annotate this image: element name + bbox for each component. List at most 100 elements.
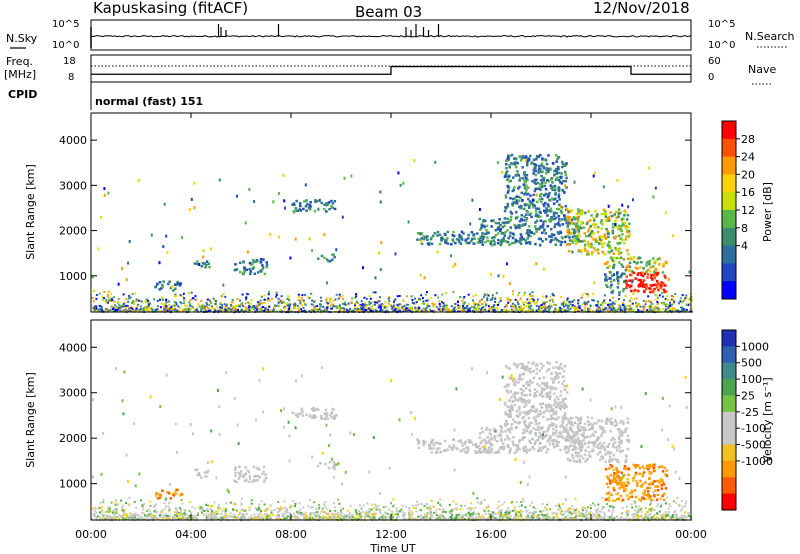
echo-cell bbox=[508, 154, 512, 158]
echo-cell bbox=[414, 302, 417, 305]
echo-cell bbox=[558, 503, 561, 506]
echo-cell bbox=[245, 307, 248, 310]
echo-cell bbox=[481, 232, 484, 235]
echo-cell bbox=[190, 197, 193, 201]
echo-cell bbox=[538, 517, 541, 520]
echo-cell bbox=[544, 188, 548, 191]
echo-cell bbox=[572, 508, 575, 511]
echo-cell bbox=[574, 517, 577, 520]
echo-cell bbox=[518, 155, 522, 158]
colorbar-cell bbox=[722, 192, 736, 211]
echo-cell bbox=[529, 154, 532, 158]
echo-cell bbox=[518, 511, 521, 514]
echo-cell bbox=[493, 243, 496, 246]
echo-cell bbox=[348, 309, 351, 312]
echo-cell bbox=[667, 277, 670, 281]
echo-cell bbox=[608, 245, 611, 249]
echo-cell bbox=[503, 224, 506, 227]
echo-cell bbox=[681, 308, 684, 311]
echo-cell bbox=[539, 510, 542, 513]
echo-cell bbox=[663, 290, 666, 294]
echo-cell bbox=[165, 306, 168, 309]
echo-cell bbox=[136, 308, 139, 311]
echo-cell bbox=[519, 298, 522, 301]
echo-cell bbox=[329, 301, 332, 304]
echo-cell bbox=[180, 511, 183, 514]
echo-cell bbox=[577, 238, 580, 242]
echo-cell bbox=[413, 159, 416, 162]
echo-cell bbox=[636, 508, 639, 511]
echo-cell bbox=[522, 306, 525, 309]
echo-cell bbox=[332, 517, 335, 520]
echo-cell bbox=[174, 287, 177, 290]
echo-cell bbox=[444, 308, 446, 311]
echo-cell bbox=[654, 186, 657, 190]
echo-cell bbox=[379, 200, 382, 204]
echo-cell bbox=[561, 502, 564, 505]
echo-cell bbox=[574, 509, 577, 512]
echo-cell bbox=[605, 518, 608, 521]
echo-cell bbox=[603, 233, 607, 236]
echo-cell bbox=[412, 506, 415, 509]
echo-cell bbox=[326, 302, 329, 305]
echo-cell bbox=[598, 515, 601, 518]
echo-cell bbox=[487, 510, 490, 512]
echo-cell bbox=[288, 299, 291, 302]
echo-cell bbox=[292, 500, 295, 502]
echo-cell bbox=[116, 307, 119, 310]
echo-cell bbox=[600, 516, 603, 519]
echo-cell bbox=[610, 309, 613, 311]
echo-cell bbox=[662, 517, 665, 520]
echo-cell bbox=[416, 307, 419, 310]
echo-cell bbox=[587, 210, 590, 214]
echo-cell bbox=[488, 518, 491, 521]
echo-cell bbox=[658, 309, 661, 312]
echo-cell bbox=[473, 237, 476, 240]
echo-cell bbox=[461, 516, 464, 519]
echo-cell bbox=[245, 513, 248, 515]
echo-cell bbox=[506, 299, 509, 302]
echo-cell bbox=[111, 308, 114, 310]
echo-cell bbox=[480, 240, 483, 244]
echo-cell bbox=[534, 182, 537, 185]
echo-cell bbox=[509, 210, 512, 214]
echo-cell bbox=[397, 513, 400, 516]
echo-cell bbox=[626, 225, 630, 229]
echo-cell bbox=[649, 304, 652, 307]
echo-cell bbox=[443, 304, 446, 307]
echo-cell bbox=[534, 507, 537, 510]
echo-cell bbox=[212, 297, 215, 300]
echo-cell bbox=[642, 284, 646, 287]
echo-cell bbox=[201, 304, 203, 307]
echo-cell bbox=[233, 503, 235, 506]
echo-cell bbox=[529, 504, 531, 507]
echo-cell bbox=[336, 307, 339, 310]
echo-cell bbox=[506, 516, 509, 519]
echo-cell bbox=[539, 188, 542, 191]
echo-cell bbox=[585, 510, 588, 513]
echo-cell bbox=[441, 511, 444, 514]
echo-cell bbox=[263, 272, 267, 276]
echo-cell bbox=[152, 506, 155, 509]
echo-cell bbox=[116, 504, 118, 507]
echo-cell bbox=[478, 208, 481, 211]
echo-cell bbox=[514, 509, 517, 512]
echo-cell bbox=[532, 516, 534, 519]
echo-cell bbox=[474, 507, 477, 509]
echo-cell bbox=[516, 518, 519, 521]
echo-cell bbox=[172, 517, 175, 520]
echo-cell bbox=[428, 241, 431, 245]
echo-cell bbox=[622, 217, 625, 220]
echo-cell bbox=[550, 218, 554, 221]
echo-cell bbox=[607, 242, 610, 246]
echo-cell bbox=[619, 228, 622, 231]
freq-tick-bottom: 8 bbox=[68, 72, 74, 83]
echo-cell bbox=[309, 201, 312, 204]
echo-cell bbox=[527, 233, 530, 237]
echo-cell bbox=[233, 513, 236, 516]
echo-cell bbox=[203, 305, 206, 308]
echo-cell bbox=[524, 204, 527, 207]
echo-cell bbox=[198, 262, 201, 266]
echo-cell bbox=[344, 301, 346, 304]
echo-cell bbox=[645, 285, 648, 288]
